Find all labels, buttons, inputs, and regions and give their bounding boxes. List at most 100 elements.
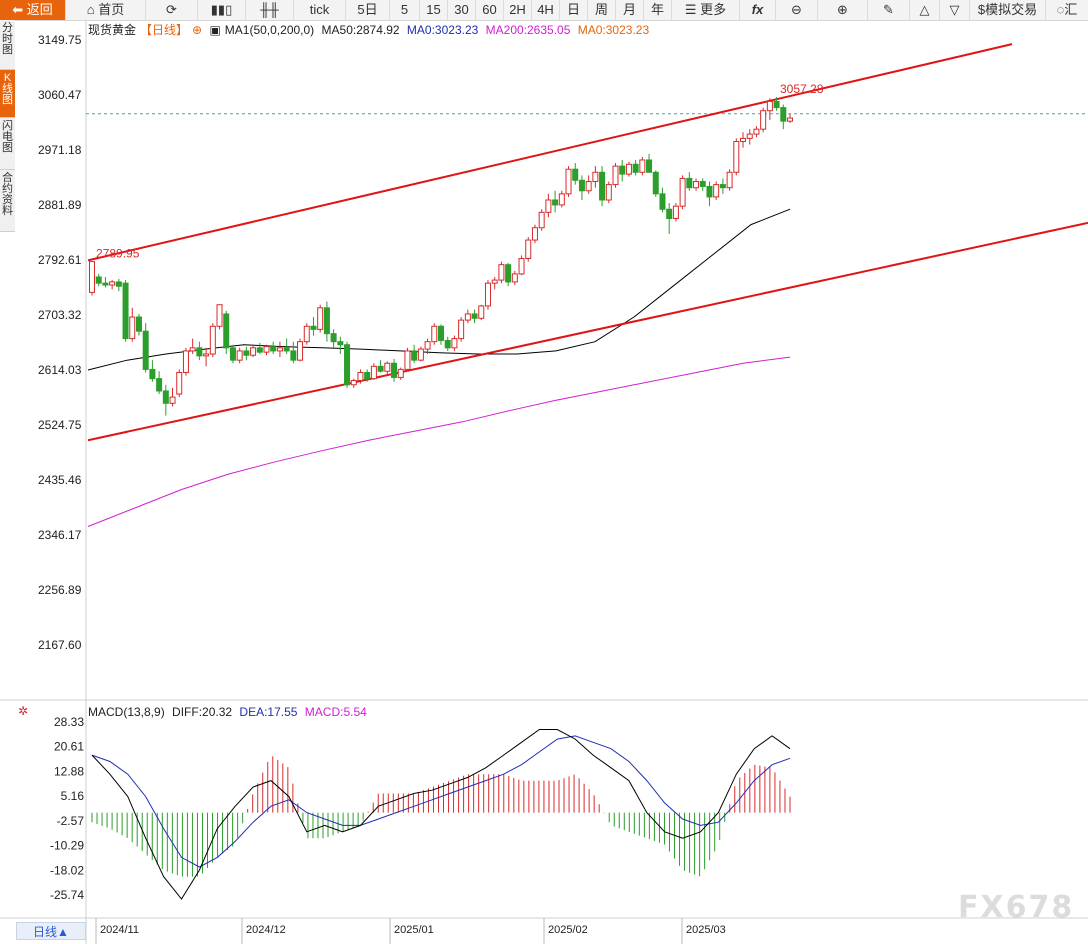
- period-week-button[interactable]: 周: [588, 0, 616, 20]
- candle-body: [243, 350, 250, 356]
- symbol-name: 现货黄金: [88, 23, 137, 37]
- candle-body: [787, 117, 793, 122]
- candle-body: [686, 177, 693, 189]
- home-icon: ⌂: [86, 2, 95, 17]
- candle-body: [464, 313, 471, 321]
- candle-body: [370, 365, 377, 380]
- candle-body: [760, 110, 767, 130]
- period-month-button[interactable]: 月: [616, 0, 644, 20]
- candle-body: [109, 281, 116, 286]
- candle-body: [364, 371, 371, 380]
- candle-body: [263, 346, 270, 353]
- candle-body: [142, 330, 149, 370]
- draw-line-button[interactable]: ✎: [868, 0, 910, 20]
- price-tick-label: 2881.89: [38, 198, 82, 212]
- triangle-up-button[interactable]: △: [910, 0, 940, 20]
- upper-channel-line: [87, 43, 1013, 262]
- candle-body: [290, 350, 297, 361]
- candle-body: [115, 281, 122, 287]
- period-15-button[interactable]: 15: [420, 0, 448, 20]
- more-button[interactable]: ☰ 更多: [672, 0, 740, 20]
- candle-body: [558, 193, 565, 206]
- triangle-down-button[interactable]: ▽: [940, 0, 970, 20]
- toolbar: ⬅ 返回 ⌂ 首页 ⟳ ▮▮▯ ╫╫ tick 5日 5 15 30 60 2H…: [0, 0, 1088, 21]
- zoom-out-button[interactable]: ⊖: [776, 0, 818, 20]
- period-day-button[interactable]: 日: [560, 0, 588, 20]
- price-tick-label: 2524.75: [38, 418, 82, 432]
- candle-body: [599, 171, 606, 201]
- price-tick-label: 2256.89: [38, 583, 82, 597]
- candle-body: [236, 350, 243, 361]
- candle-body: [773, 100, 780, 109]
- exchange-label: 汇: [1064, 2, 1078, 17]
- macd-tick-label: 20.61: [54, 740, 84, 754]
- candle-body: [276, 347, 283, 352]
- candle-body: [719, 184, 726, 189]
- candle-body: [471, 313, 478, 319]
- diff-line: [91, 729, 791, 900]
- period-2h-button[interactable]: 2H: [504, 0, 532, 20]
- candle-body: [297, 341, 304, 361]
- zoom-in-button[interactable]: ⊕: [818, 0, 868, 20]
- date-label: 2025/01: [394, 924, 434, 936]
- candle-body: [384, 362, 391, 372]
- home-button[interactable]: ⌂ 首页: [66, 0, 146, 20]
- period-4h-button[interactable]: 4H: [532, 0, 560, 20]
- triangle-down-icon: ▽: [949, 2, 960, 17]
- tab-contract-info[interactable]: 合约资料: [0, 170, 15, 232]
- ma50-label: MA50:2874.92: [321, 23, 400, 37]
- candle-body: [605, 184, 612, 201]
- candle-body: [780, 107, 787, 122]
- candle-chart-button[interactable]: ╫╫: [246, 0, 294, 20]
- back-button[interactable]: ⬅ 返回: [0, 0, 66, 20]
- macd-tick-label: -25.74: [50, 888, 84, 902]
- dea-line: [91, 735, 791, 868]
- candle-body: [303, 325, 310, 343]
- candle-body: [417, 348, 424, 361]
- exchange-button[interactable]: ◌汇: [1046, 0, 1088, 20]
- period-year-button[interactable]: 年: [644, 0, 672, 20]
- candle-body: [538, 211, 545, 229]
- candle-body: [585, 181, 592, 192]
- formula-button[interactable]: fx: [740, 0, 776, 20]
- back-arrow-icon: ⬅: [12, 2, 24, 17]
- candle-body: [592, 171, 599, 183]
- candle-body: [149, 368, 156, 380]
- candlestick-icon: ╫╫: [260, 2, 279, 17]
- date-label: 2024/11: [100, 924, 139, 936]
- settings-icon[interactable]: ⊕: [192, 23, 203, 37]
- tab-timeshare[interactable]: 分时图: [0, 20, 15, 70]
- candle-body: [323, 307, 330, 335]
- candle-body: [337, 341, 344, 346]
- macd-tick-label: 5.16: [61, 789, 85, 803]
- candle-body: [283, 347, 290, 352]
- sim-trade-button[interactable]: $模拟交易: [970, 0, 1046, 20]
- five-day-button[interactable]: 5日: [346, 0, 390, 20]
- period-selector[interactable]: 日线▲: [16, 922, 86, 940]
- macd-settings-icon[interactable]: ✲: [18, 704, 29, 718]
- candle-body: [424, 341, 431, 350]
- refresh-button[interactable]: ⟳: [146, 0, 198, 20]
- price-tick-label: 2167.60: [38, 638, 82, 652]
- tab-flash[interactable]: 闪电图: [0, 118, 15, 170]
- candle-body: [706, 185, 713, 198]
- candle-body: [438, 325, 444, 341]
- tab-kline[interactable]: K线图: [0, 70, 15, 118]
- diff-label: DIFF:20.32: [172, 705, 233, 719]
- date-label: 2024/12: [246, 924, 286, 936]
- period-60-button[interactable]: 60: [476, 0, 504, 20]
- dea-label: DEA:17.55: [239, 705, 298, 719]
- candle-body: [223, 313, 230, 349]
- triangle-up-icon: △: [919, 2, 930, 17]
- period-5-button[interactable]: 5: [390, 0, 420, 20]
- price-tick-label: 2792.61: [38, 253, 82, 267]
- tick-button[interactable]: tick: [294, 0, 346, 20]
- candle-body: [357, 371, 364, 381]
- period-30-button[interactable]: 30: [448, 0, 476, 20]
- candle-body: [766, 100, 773, 112]
- kline-chart[interactable]: 3149.75 3060.47 2971.18 2881.89 2792.61 2703.…: [0, 20, 1088, 944]
- bar-chart-button[interactable]: ▮▮▯: [198, 0, 246, 20]
- candle-body: [746, 133, 753, 139]
- candle-body: [250, 347, 257, 356]
- candle-body: [89, 261, 95, 293]
